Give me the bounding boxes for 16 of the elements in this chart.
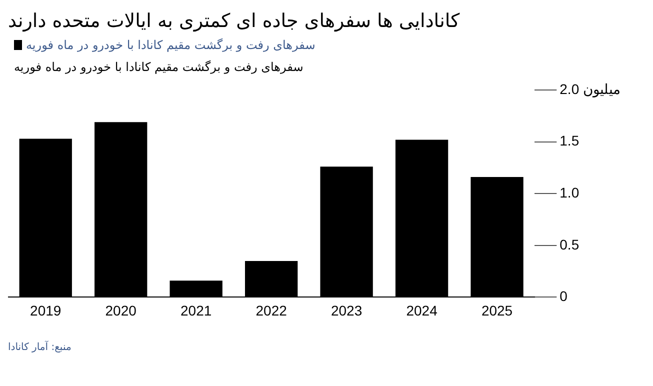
- x-tick-label: 2025: [481, 302, 513, 318]
- chart-title: کانادایی ها سفرهای جاده ای کمتری به ایالات متحده دارند: [8, 10, 461, 32]
- x-tick-label: 2019: [30, 302, 62, 318]
- y-tick-label: 0.5: [560, 236, 580, 252]
- y-tick-label: 2.0 میلیون: [560, 80, 622, 98]
- x-tick-label: 2022: [256, 302, 288, 318]
- x-tick-label: 2024: [406, 302, 438, 318]
- y-tick-label: 0: [560, 288, 568, 304]
- chart-subtitle: سفرهای رفت و برگشت مقیم کانادا با خودرو در ماه فوریه: [14, 60, 304, 74]
- text: منبع: آمار کانادا: [8, 342, 72, 353]
- x-tick-label: 2020: [105, 302, 137, 318]
- legend-label: سفرهای رفت و برگشت مقیم کانادا با خودرو در ماه فوریه: [26, 38, 316, 52]
- y-tick-label: 1.5: [560, 132, 580, 149]
- x-tick-label: 2021: [180, 302, 212, 318]
- y-tick-label: 1.0: [560, 184, 580, 200]
- x-tick-label: 2023: [330, 302, 362, 318]
